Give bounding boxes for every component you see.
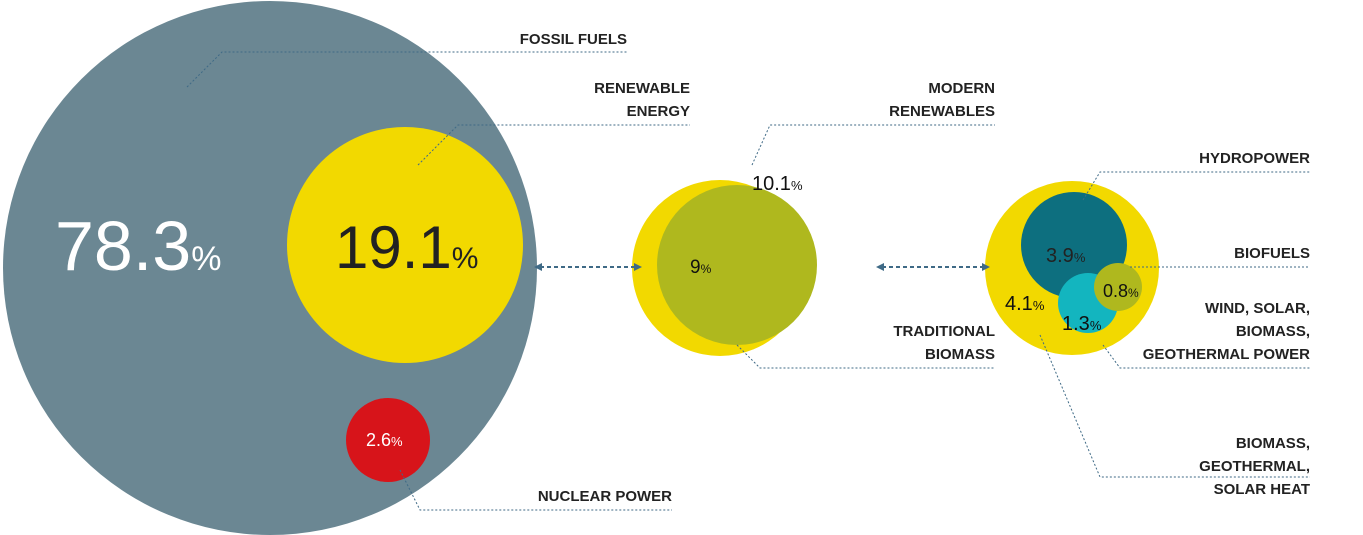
value-label: 4.1%	[1005, 293, 1045, 315]
unit: %	[452, 242, 479, 275]
category-label: HYDROPOWER	[1199, 150, 1310, 167]
arrow-heads	[534, 263, 990, 271]
category-label: BIOMASS,	[1236, 435, 1310, 452]
value: 2.6	[366, 430, 391, 450]
category-label: WIND, SOLAR,	[1205, 300, 1310, 317]
unit: %	[791, 178, 803, 193]
value: 1.3	[1062, 313, 1090, 335]
unit: %	[701, 262, 712, 276]
leader-line	[186, 51, 627, 88]
category-label: TRADITIONAL	[893, 323, 995, 340]
leader-line	[1102, 344, 1310, 369]
leader-line	[751, 124, 995, 166]
unit: %	[1128, 286, 1139, 300]
nuclear-circle	[346, 398, 430, 482]
value-label: 9%	[690, 257, 712, 278]
leader-line	[1082, 171, 1310, 201]
value-label: 1.3%	[1062, 313, 1102, 335]
biofuels-circle	[1094, 263, 1142, 311]
category-label: MODERN	[928, 80, 995, 97]
unit: %	[1033, 298, 1045, 313]
value-label: 2.6%	[366, 430, 403, 450]
leader-line	[736, 344, 995, 369]
unit: %	[1090, 318, 1102, 333]
renewable-circle	[287, 127, 523, 363]
value: 9	[690, 257, 701, 278]
category-label: ENERGY	[627, 103, 690, 120]
value: 10.1	[752, 173, 791, 195]
category-label: GEOTHERMAL,	[1199, 458, 1310, 475]
value-label: 10.1%	[752, 173, 803, 195]
value: 78.3	[55, 207, 191, 285]
value: 19.1	[335, 214, 452, 281]
category-label: RENEWABLE	[594, 80, 690, 97]
category-label: BIOFUELS	[1234, 245, 1310, 262]
category-label: NUCLEAR POWER	[538, 488, 672, 505]
value: 0.8	[1103, 281, 1128, 301]
unit: %	[191, 240, 221, 278]
leader-line	[417, 124, 690, 166]
traditional-circle	[657, 185, 817, 345]
category-label: RENEWABLES	[889, 103, 995, 120]
unit: %	[391, 434, 403, 449]
leader-line	[399, 469, 672, 511]
category-label: BIOMASS,	[1236, 323, 1310, 340]
category-label: FOSSIL FUELS	[520, 31, 627, 48]
value-label: 78.3%	[55, 207, 221, 285]
value: 4.1	[1005, 293, 1033, 315]
value-label: 3.9%	[1046, 245, 1086, 267]
category-label: SOLAR HEAT	[1214, 481, 1310, 498]
unit: %	[1074, 250, 1086, 265]
value: 3.9	[1046, 245, 1074, 267]
value-label: 0.8%	[1103, 281, 1139, 301]
category-label: BIOMASS	[925, 346, 995, 363]
value-label: 19.1%	[335, 214, 478, 281]
category-label: GEOTHERMAL POWER	[1143, 346, 1310, 363]
